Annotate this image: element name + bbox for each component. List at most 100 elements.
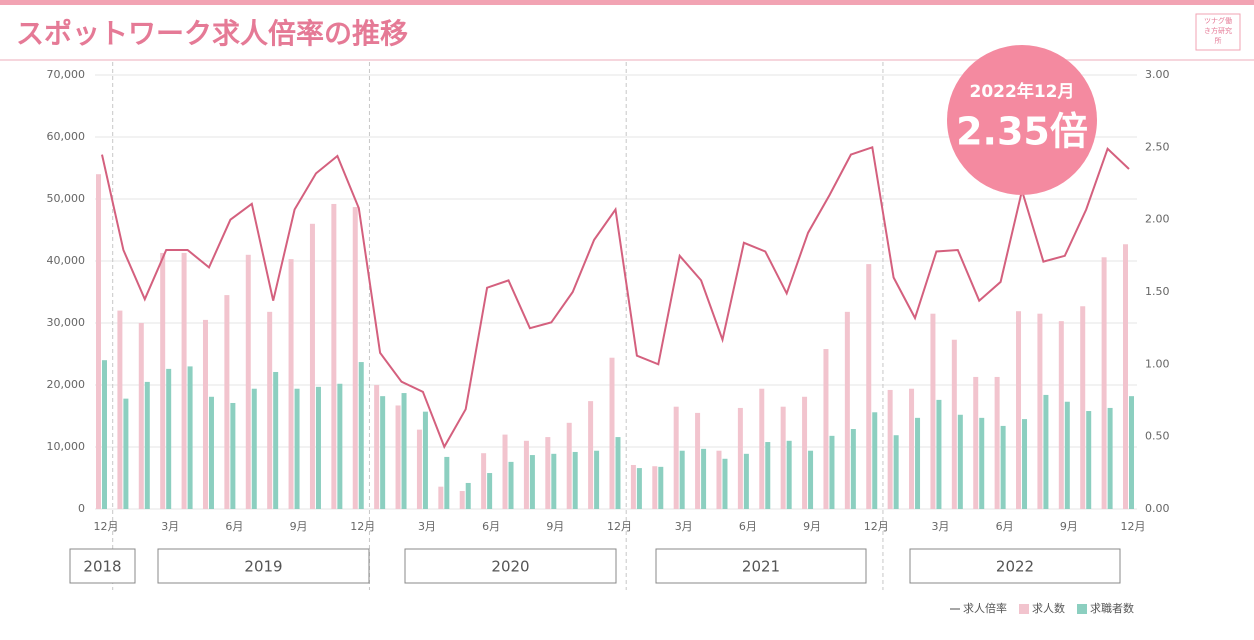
bar	[936, 399, 942, 509]
x-tick-label: 9月	[1060, 520, 1078, 533]
bar	[1086, 411, 1092, 509]
bar	[102, 360, 107, 509]
bar	[1022, 419, 1028, 509]
chart-title: スポットワーク求人倍率の推移	[16, 17, 408, 50]
bar	[208, 396, 214, 509]
bar	[594, 450, 600, 509]
bar	[309, 223, 315, 510]
bar	[652, 466, 658, 509]
year-label: 2019	[244, 558, 282, 576]
bar	[566, 422, 572, 509]
bar	[850, 429, 856, 509]
year-box	[157, 548, 370, 584]
bar	[930, 313, 936, 509]
bar	[251, 388, 257, 509]
y2-tick-label: 2.00	[1145, 213, 1170, 226]
annotation-date: 2022年12月	[970, 81, 1075, 102]
bar	[695, 412, 701, 509]
bar	[395, 405, 401, 509]
bar	[358, 362, 364, 509]
year-box	[69, 548, 136, 584]
year-box	[655, 548, 867, 584]
y-tick-label: 20,000	[47, 378, 86, 391]
x-tick-label: 6月	[739, 520, 757, 533]
bar	[957, 414, 963, 509]
bar	[273, 371, 279, 509]
bar	[572, 451, 578, 509]
bar	[96, 174, 101, 509]
bar	[1101, 257, 1107, 509]
year-box	[909, 548, 1121, 584]
bar	[1064, 401, 1070, 509]
bar	[951, 339, 957, 509]
legend-label: 求人倍率	[963, 601, 1007, 615]
bar	[523, 440, 529, 509]
y-tick-label: 40,000	[47, 254, 86, 267]
y-tick-label: 50,000	[47, 192, 86, 205]
bar	[658, 466, 664, 509]
bar	[780, 406, 786, 509]
bar	[786, 440, 792, 509]
legend-label: 求人数	[1032, 602, 1065, 615]
bar	[1107, 407, 1113, 509]
bar	[144, 381, 150, 509]
bar	[181, 252, 187, 509]
legend-label: 求職者数	[1090, 602, 1134, 615]
x-tick-label: 3月	[161, 520, 179, 533]
bar	[679, 450, 685, 509]
y-tick-label: 60,000	[47, 130, 86, 143]
x-tick-label: 3月	[675, 520, 693, 533]
bar	[1000, 425, 1006, 509]
y2-tick-label: 1.00	[1145, 357, 1170, 370]
bar	[588, 401, 594, 509]
year-label: 2020	[491, 558, 529, 576]
bar	[487, 473, 493, 509]
y-tick-label: 30,000	[47, 316, 86, 329]
bar	[1080, 306, 1086, 509]
logo: ツナグ働き方研究所	[1204, 17, 1232, 45]
bar	[187, 366, 193, 509]
bar	[844, 311, 850, 509]
y2-tick-label: 2.50	[1145, 140, 1170, 153]
bar	[1058, 321, 1064, 509]
y-tick-label: 0	[78, 502, 85, 515]
x-tick-label: 6月	[996, 520, 1014, 533]
bar	[160, 252, 166, 509]
y-tick-label: 10,000	[47, 440, 86, 453]
x-tick-label: 9月	[290, 520, 308, 533]
year-label: 2018	[83, 558, 121, 576]
x-tick-label: 12月	[94, 520, 119, 533]
bar	[636, 468, 642, 509]
bar	[829, 435, 835, 509]
bar	[352, 207, 358, 509]
bar	[138, 323, 144, 509]
bar	[994, 376, 1000, 509]
logo-box	[1195, 13, 1241, 51]
bar	[267, 311, 273, 509]
bar	[459, 491, 465, 509]
bar	[893, 435, 899, 509]
x-tick-label: 12月	[350, 520, 375, 533]
bar	[401, 393, 407, 509]
bar	[915, 417, 921, 509]
x-tick-label: 12月	[864, 520, 889, 533]
bar	[1037, 313, 1043, 509]
bar	[465, 482, 471, 509]
bar	[737, 407, 743, 509]
bar	[331, 203, 337, 509]
line-series	[101, 145, 1130, 450]
bar	[759, 388, 765, 509]
annotation-bubble	[947, 45, 1097, 195]
year-label: 2021	[742, 558, 780, 576]
y2-tick-label: 0.50	[1145, 430, 1170, 443]
year-box	[404, 548, 617, 584]
bar	[245, 254, 251, 509]
bar	[743, 453, 749, 509]
bar	[808, 450, 814, 509]
bar	[802, 396, 808, 509]
bar	[422, 411, 428, 509]
bar	[872, 412, 878, 509]
bar	[545, 437, 551, 509]
bar	[224, 295, 230, 509]
bar	[416, 429, 422, 509]
